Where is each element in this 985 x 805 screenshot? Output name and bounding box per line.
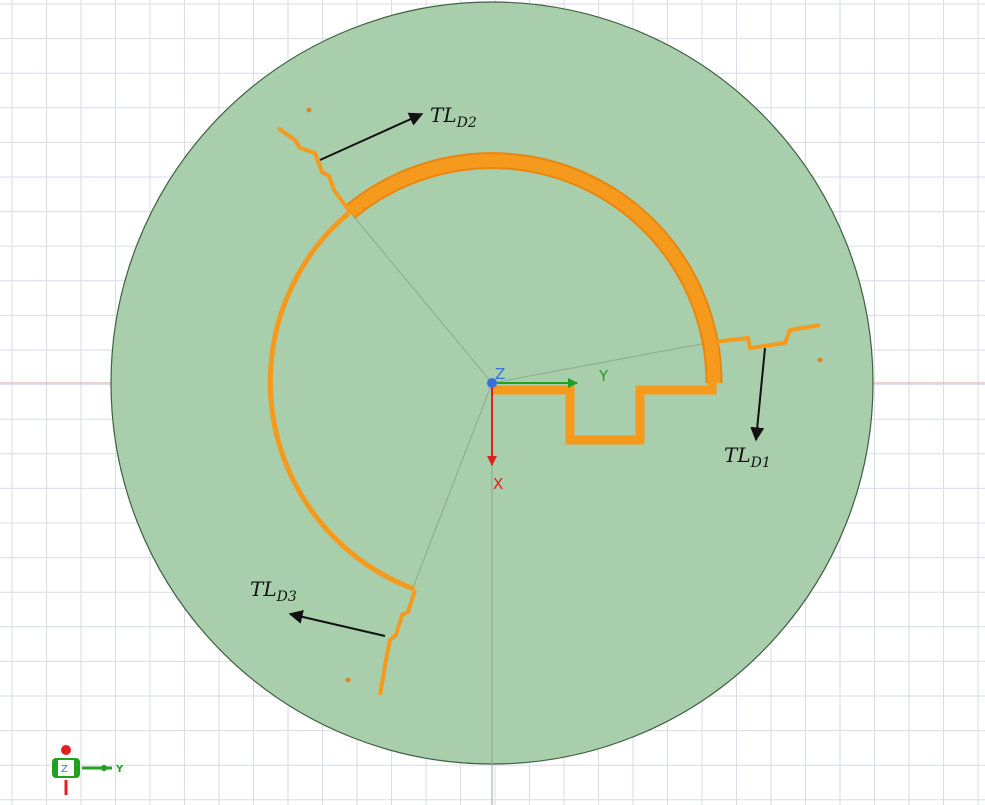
axis-x: X <box>493 475 503 493</box>
modeler-view: TLD2 TLD1 TLD3 Z Y X Z Y <box>0 0 985 805</box>
triad-y: Y <box>115 764 124 775</box>
axis-y: Y <box>598 367 609 385</box>
triad: Z Y <box>52 745 124 795</box>
axis-z: Z <box>495 365 505 383</box>
triad-z: Z <box>61 764 68 775</box>
